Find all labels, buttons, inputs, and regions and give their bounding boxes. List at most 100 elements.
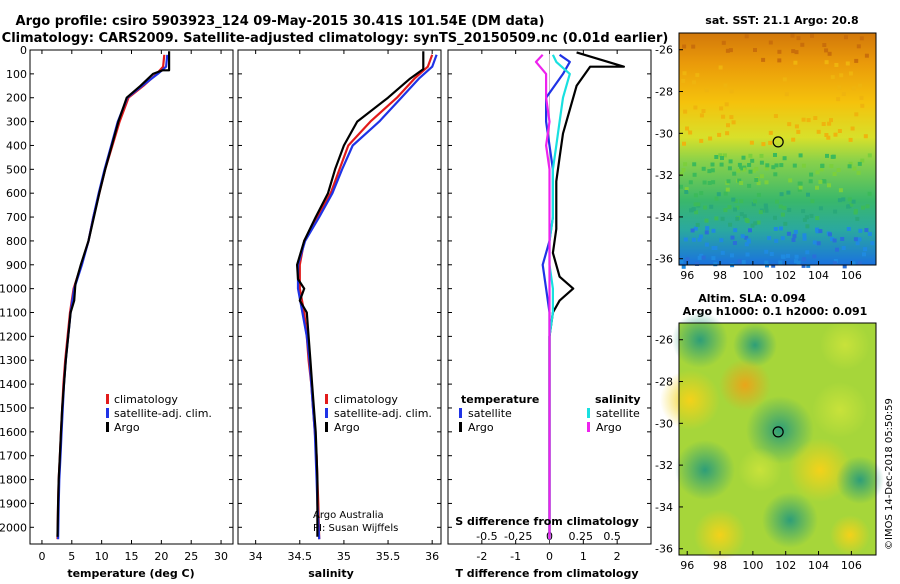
latitude-tick-label: -34 xyxy=(655,501,673,514)
sst-pixel xyxy=(821,179,826,184)
sst-pixel xyxy=(841,197,846,202)
depth-tick-label: 1800 xyxy=(0,474,27,487)
x-tick-label: 5 xyxy=(68,550,75,563)
x-tick-label: 35 xyxy=(337,550,351,563)
sst-pixel xyxy=(859,95,864,100)
sst-pixel xyxy=(806,192,810,197)
sst-pixel xyxy=(831,154,836,159)
longitude-tick-label: 100 xyxy=(742,269,763,282)
sst-pixel xyxy=(847,164,852,169)
sst-pixel xyxy=(759,174,764,179)
x-tick-label: 30 xyxy=(214,550,228,563)
argo-float-marker xyxy=(772,426,784,438)
sst-pixel xyxy=(764,208,769,213)
sst-pixel xyxy=(768,140,773,145)
sst-pixel xyxy=(701,255,706,260)
depth-tick-label: 200 xyxy=(6,92,27,105)
depth-tick-label: 1100 xyxy=(0,307,27,320)
sst-pixel xyxy=(714,196,719,201)
sst-pixel xyxy=(773,114,778,118)
depth-tick-label: 100 xyxy=(6,68,27,81)
x-tick-label: 0 xyxy=(546,550,553,563)
sst-pixel xyxy=(726,123,730,128)
sst-pixel xyxy=(826,135,831,140)
sst-pixel xyxy=(710,162,715,167)
sst-pixel xyxy=(689,208,693,213)
sst-pixel xyxy=(701,166,706,171)
argo-float-marker xyxy=(772,136,784,148)
sst-pixel xyxy=(764,180,769,185)
sst-pixel xyxy=(753,48,757,52)
sst-pixel xyxy=(818,206,823,211)
sst-pixel xyxy=(794,50,799,55)
sst-pixel xyxy=(704,242,709,247)
sst-pixel xyxy=(824,60,829,65)
sst-pixel xyxy=(827,51,832,56)
sst-pixel xyxy=(858,83,863,88)
sst-pixel xyxy=(792,163,797,168)
sst-pixel xyxy=(688,130,693,135)
sst-pixel xyxy=(731,120,736,125)
sst-pixel xyxy=(679,184,683,189)
legend-climatology: climatology xyxy=(334,393,398,406)
sst-pixel xyxy=(801,263,806,268)
sst-pixel xyxy=(764,249,769,254)
x-tick-label: 36 xyxy=(425,550,439,563)
sst-pixel xyxy=(753,199,757,204)
x-tick-label: -1 xyxy=(510,550,521,563)
sst-pixel xyxy=(808,179,813,184)
sst-pixel xyxy=(723,208,728,213)
sst-pixel xyxy=(720,216,725,221)
longitude-tick-label: 104 xyxy=(808,269,829,282)
sst-pixel xyxy=(707,169,712,174)
sst-pixel xyxy=(853,237,858,242)
series-argo xyxy=(56,51,171,537)
depth-tick-label: 0 xyxy=(20,44,27,57)
sst-pixel xyxy=(710,168,715,173)
sst-pixel xyxy=(748,153,753,158)
sst-pixel xyxy=(821,122,826,126)
sst-pixel xyxy=(718,153,723,158)
sst-pixel xyxy=(857,261,862,266)
sst-pixel xyxy=(788,178,793,183)
sst-pixel xyxy=(691,207,696,212)
depth-tick-label: 500 xyxy=(6,163,27,176)
sst-pixel xyxy=(816,129,821,134)
sst-pixel xyxy=(739,181,744,185)
sst-pixel xyxy=(685,126,689,131)
longitude-tick-label: 104 xyxy=(808,559,829,572)
sst-pixel xyxy=(699,138,704,143)
sst-pixel xyxy=(765,163,770,168)
series-s-argo xyxy=(534,54,551,540)
legend-climatology-swatch xyxy=(106,394,109,404)
sst-pixel xyxy=(728,159,733,164)
s-tick-label: -0.5 xyxy=(476,530,497,543)
sst-pixel xyxy=(714,155,719,159)
sst-pixel xyxy=(824,48,829,53)
sst-pixel xyxy=(819,167,824,172)
sst-pixel xyxy=(856,170,861,175)
sst-pixel xyxy=(774,238,779,243)
sst-pixel xyxy=(829,118,833,123)
sst-pixel xyxy=(774,163,779,168)
sst-pixel xyxy=(764,260,769,265)
depth-tick-label: 900 xyxy=(6,259,27,272)
sst-pixel xyxy=(724,102,729,107)
sst-pixel xyxy=(761,142,766,147)
sst-pixel xyxy=(778,260,783,265)
sst-pixel xyxy=(870,241,875,246)
sst-pixel xyxy=(867,191,872,196)
s-difference-label: S difference from climatology xyxy=(455,515,639,528)
sst-pixel xyxy=(682,71,687,76)
legend-s-satellite-swatch xyxy=(587,408,590,418)
sst-pixel xyxy=(744,217,749,222)
sst-pixel xyxy=(782,77,787,82)
depth-tick-label: 1000 xyxy=(0,283,27,296)
sst-pixel xyxy=(768,130,773,135)
sst-pixel xyxy=(744,34,749,39)
sst-pixel xyxy=(732,171,737,176)
sst-pixel xyxy=(802,257,806,262)
sst-pixel xyxy=(703,205,708,210)
sst-pixel xyxy=(805,224,810,229)
